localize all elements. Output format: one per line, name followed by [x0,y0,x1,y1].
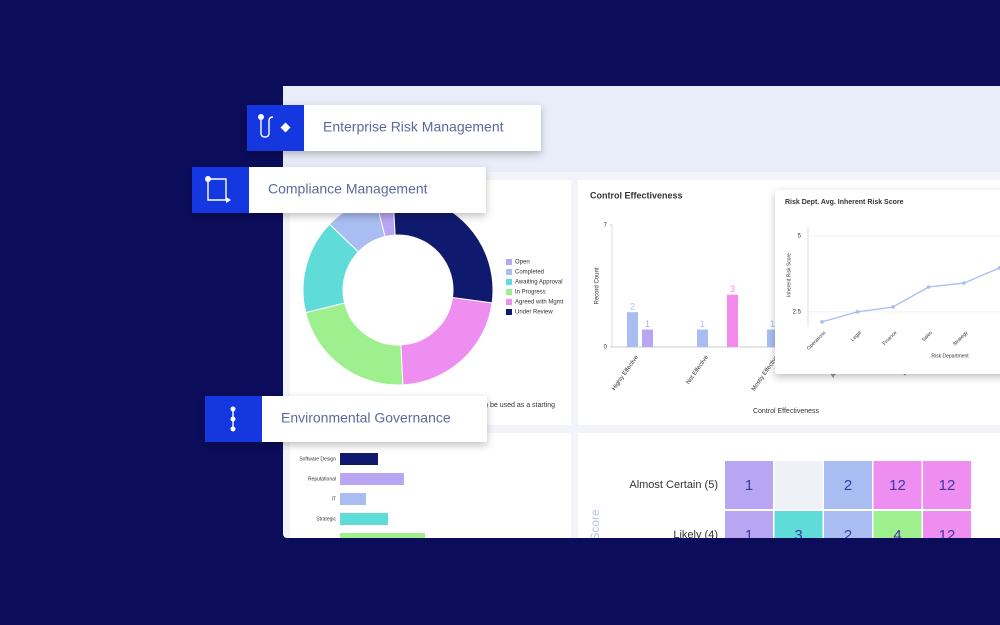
card-bg [247,105,541,151]
legend-label: Completed [515,270,544,276]
legend-swatch [506,289,512,295]
hbar [340,513,388,525]
chart-title: Risk Dept. Avg. Inherent Risk Score [785,199,904,206]
heat-cell [923,511,971,538]
cell-value: 2 [844,527,852,544]
cell-value: 4 [893,527,901,544]
legend-label: Under Review [515,310,553,316]
card-icon-bg [192,167,249,213]
heat-cell [725,511,773,538]
y-axis-label: Score [588,509,602,541]
y-axis-label: Record Count [595,267,601,304]
heat-cell [923,461,971,509]
feature-card: Environmental Governance [205,396,487,442]
card-bg [192,167,486,213]
bar-value-label: 1 [700,319,705,329]
bar-value-label: 3 [730,284,735,294]
cell-value: 12 [939,477,956,494]
icon-path [260,116,274,138]
icon-dot [205,176,211,182]
legend-label: Open [515,260,530,266]
bar-value-label: 1 [770,319,775,329]
y-tick-label: 5 [798,234,802,240]
bar [642,329,653,347]
line-point [820,320,824,324]
row-label: Almost Certain (5) [629,479,718,491]
line-series [821,267,1000,323]
line-point [997,266,1000,270]
legend-label: Agreed with Mgmt [515,300,564,306]
cell-value: 1 [745,477,753,494]
cell-value: 2 [844,477,852,494]
heat-cell [873,461,922,509]
bar [627,312,638,347]
cell-value: 12 [889,477,906,494]
icon-node [230,406,236,412]
icon-arrow [226,197,231,203]
legend-label: In Progress [515,290,546,296]
y-axis-label: Inherent Risk Score [786,253,792,297]
caption: n be used as a starting [484,402,555,409]
heat-cell [774,511,823,538]
card-bg [205,396,487,442]
legend-swatch [506,269,512,275]
legend-label: Awaiting Approval [515,280,563,286]
line-point [962,281,966,285]
bar [697,329,708,347]
icon-node [230,426,236,432]
heat-cell [824,511,872,538]
line-chart-card: Risk Dept. Avg. Inherent Risk Score 2.5 5 I… [775,190,1000,374]
card-title: Compliance Management [268,181,428,197]
hbar-card [290,433,571,538]
y-tick-label: 7 [604,223,608,229]
y-tick-label: Reputational [308,476,336,482]
heat-cell [725,461,773,509]
feature-cards: Enterprise Risk Management Compliance Man… [192,105,541,442]
card-icon-bg [247,105,304,151]
icon-dot [258,114,264,120]
cell-value: 12 [939,527,956,544]
bar-value-label: 1 [645,319,650,329]
bar [727,294,738,347]
cell-value: 1 [745,527,753,544]
y-tick-label: 2.5 [793,309,802,315]
legend-swatch [506,299,512,305]
legend-swatch [506,279,512,285]
bar [767,329,778,347]
y-tick-label: Software Design [299,456,336,462]
hbar [340,533,425,538]
icon-node [230,416,236,422]
line-point [926,285,931,289]
hbar [340,473,404,485]
y-tick-label: Strategic [316,516,336,522]
y-tick-label: IT [332,496,336,502]
cell-value: 3 [794,527,802,544]
legend-swatch [506,309,512,315]
hbar [340,453,378,465]
x-axis-label: Risk Department [931,353,969,359]
legend-swatch [506,259,512,265]
card-title: Environmental Governance [281,410,451,426]
line-point [891,305,895,309]
heat-cell [873,511,922,538]
y-tick-label: 0 [604,345,608,351]
chart-title: Control Effectiveness [590,190,683,200]
bar-value-label: 2 [630,302,635,312]
feature-card: Compliance Management [192,167,486,213]
card-title: Enterprise Risk Management [323,119,504,135]
heat-cell [774,461,823,509]
line-point [855,310,860,314]
x-axis-label: Control Effectiveness [753,408,820,415]
hbar [340,493,366,505]
heat-cell [824,461,872,509]
row-label: Likely (4) [673,529,718,541]
feature-card: Enterprise Risk Management [247,105,541,151]
